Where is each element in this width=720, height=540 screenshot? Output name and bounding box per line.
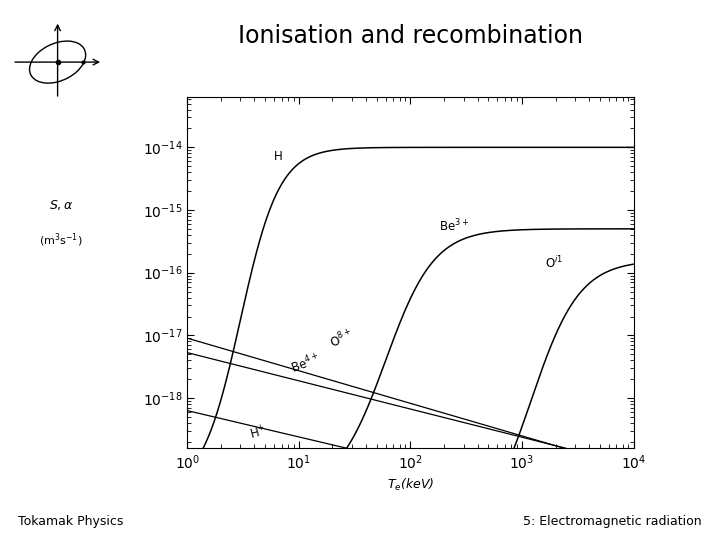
Text: $\mathrm{O}^{8+}$: $\mathrm{O}^{8+}$ [328,326,356,351]
Text: $\mathrm{H}^{+}$: $\mathrm{H}^{+}$ [248,423,269,442]
Text: H: H [274,150,283,163]
Text: $\mathrm{Be}^{4+}$: $\mathrm{Be}^{4+}$ [288,350,322,376]
Text: Tokamak Physics: Tokamak Physics [18,515,123,528]
Text: $\mathrm{Be}^{3+}$: $\mathrm{Be}^{3+}$ [439,218,469,234]
Text: $(\mathrm{m}^3\mathrm{s}^{-1})$: $(\mathrm{m}^3\mathrm{s}^{-1})$ [40,232,83,249]
Text: $S,\alpha$: $S,\alpha$ [49,198,73,212]
Text: 5: Electromagnetic radiation: 5: Electromagnetic radiation [523,515,702,528]
Text: $\mathrm{O}^{i1}$: $\mathrm{O}^{i1}$ [545,255,563,271]
X-axis label: $T_e$(keV): $T_e$(keV) [387,477,434,494]
Text: Ionisation and recombination: Ionisation and recombination [238,24,583,48]
